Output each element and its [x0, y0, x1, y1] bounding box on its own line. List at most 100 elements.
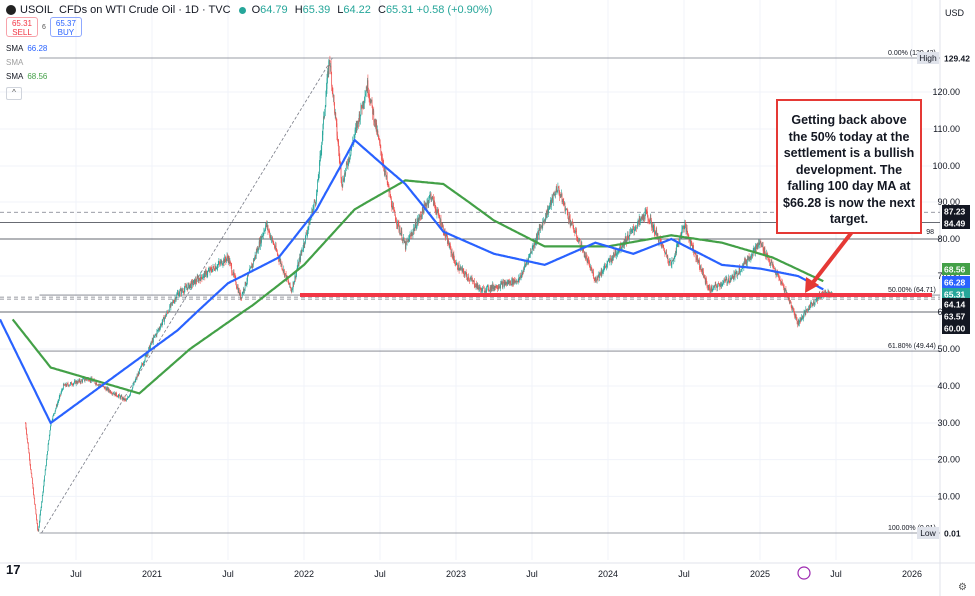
candle-body [178, 292, 179, 296]
indicator-sma-100[interactable]: SMA 66.28 [6, 44, 47, 53]
candle-body [620, 244, 621, 250]
candle-body [105, 388, 107, 391]
candle-body [115, 392, 117, 396]
candle-body [402, 238, 404, 241]
candle-body [391, 205, 393, 210]
candle-body [272, 237, 273, 241]
candle-body [746, 258, 748, 263]
candle-body [388, 184, 389, 186]
candle-body [597, 276, 599, 278]
candle-body [539, 227, 541, 229]
candle-body [67, 383, 68, 385]
candle-body [783, 287, 785, 291]
candle-body [227, 256, 228, 258]
candle-body [647, 211, 648, 216]
candle-body [206, 274, 208, 276]
collapse-legend-button[interactable]: ^ [6, 87, 22, 100]
candle-body [633, 229, 635, 232]
candle-body [806, 309, 808, 311]
candle-body [797, 321, 798, 325]
candle-body [160, 323, 162, 327]
candle-body [69, 383, 71, 385]
candle-body [656, 233, 658, 235]
candle-body [724, 280, 726, 282]
candle-body [519, 275, 521, 280]
candle-body [430, 193, 432, 200]
candle-body [278, 258, 280, 262]
candle-body [192, 281, 193, 285]
candle-body [390, 197, 392, 199]
candle-body [493, 287, 494, 289]
candle-body [701, 269, 703, 272]
candle-body [416, 222, 418, 228]
candle-body [560, 196, 562, 197]
candle-body [295, 275, 296, 279]
candle-body [738, 272, 739, 274]
candle-body [622, 245, 624, 247]
candle-body [504, 283, 506, 286]
candle-body [555, 188, 557, 195]
candle-body [347, 163, 348, 165]
candle-body [357, 121, 358, 128]
candle-body [138, 369, 140, 375]
candle-body [634, 229, 635, 232]
candle-body [630, 231, 632, 233]
indicator-sma-hidden[interactable]: SMA [6, 58, 27, 67]
candle-body [559, 196, 561, 197]
close-label: C [377, 4, 386, 16]
symbol-title[interactable]: CFDs on WTI Crude Oil · 1D · TVC [59, 4, 231, 16]
buy-button[interactable]: 65.37 BUY [49, 17, 82, 37]
price-badge [942, 298, 970, 310]
candle-body [548, 206, 550, 209]
candle-body [808, 306, 810, 310]
settings-icon[interactable]: ⚙ [958, 582, 967, 593]
x-axis-tick-label: 2022 [294, 569, 314, 579]
candle-body [772, 263, 774, 268]
currency-label[interactable]: USD [945, 8, 965, 18]
candle-body [605, 266, 607, 267]
candle-body [575, 230, 576, 233]
candle-body [72, 384, 74, 386]
candle-body [610, 259, 612, 262]
price-badge-tag-label: High [919, 53, 937, 63]
candle-body [144, 360, 145, 363]
candle-body [385, 171, 387, 177]
candle-body [103, 386, 105, 389]
candle-body [749, 258, 751, 260]
candle-body [92, 380, 94, 382]
candle-body [460, 268, 462, 269]
x-axis-tick-label: 2024 [598, 569, 618, 579]
candle-body [753, 248, 755, 250]
sell-button[interactable]: 65.31 SELL [6, 17, 38, 37]
indicator-sma-200[interactable]: SMA 68.56 [6, 72, 47, 81]
candle-body [544, 219, 545, 222]
candle-body [81, 379, 82, 381]
candle-body [232, 274, 234, 275]
price-badge-value: 60.00 [944, 324, 966, 334]
candle-body [423, 210, 424, 214]
candle-body [220, 260, 222, 262]
candle-body [538, 227, 540, 236]
candle-body [796, 319, 798, 322]
candle-body [141, 364, 143, 365]
sma-100-line [0, 138, 824, 425]
candle-body [736, 271, 738, 276]
candle-body [275, 245, 277, 251]
price-badge-value: 87.23 [944, 207, 966, 217]
tradingview-logo-icon[interactable]: 17 [6, 562, 21, 577]
candle-body [551, 196, 553, 200]
candle-body [597, 274, 599, 278]
candle-body [182, 290, 184, 292]
candle-body [405, 241, 407, 250]
y-axis-tick-label: 90.00 [937, 197, 960, 207]
symbol-name[interactable]: USOIL [20, 4, 54, 16]
candle-body [783, 285, 784, 288]
candle-body [456, 263, 458, 264]
candle-body [443, 232, 445, 236]
candle-body [790, 301, 792, 308]
candle-body [60, 394, 61, 396]
candle-body [110, 390, 112, 393]
candle-body [124, 398, 126, 400]
candle-body [218, 261, 220, 265]
